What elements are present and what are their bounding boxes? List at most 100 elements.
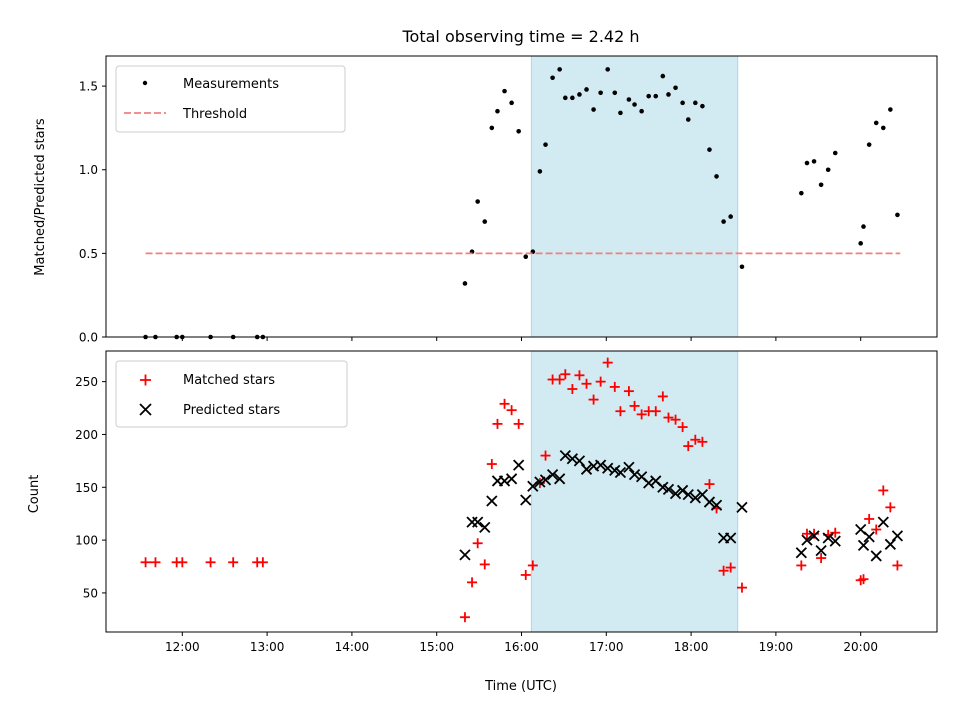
- bot-y-tick-label: 250: [75, 375, 98, 389]
- matched-stars-point: [459, 612, 470, 623]
- measurements-point: [739, 264, 745, 270]
- predicted-stars-point: [527, 480, 539, 492]
- measurements-point: [673, 85, 678, 91]
- predicted-stars-point: [498, 475, 511, 487]
- matched-stars-point: [602, 357, 613, 368]
- matched-stars-point: [878, 485, 889, 496]
- matched-stars-point: [560, 369, 571, 380]
- legend-label-predicted: Predicted stars: [183, 403, 280, 418]
- matched-stars-point: [697, 436, 708, 447]
- matched-stars-point: [479, 559, 490, 570]
- matched-stars-point: [520, 569, 531, 580]
- top-legend-box: [115, 65, 346, 133]
- x-tick-label: 17:00: [589, 640, 624, 654]
- predicted-stars-point: [539, 474, 552, 486]
- matched-stars-point: [472, 538, 483, 549]
- matched-stars-point: [499, 398, 510, 409]
- bot-y-tick-label: 100: [75, 534, 98, 548]
- matched-stars-point: [609, 381, 620, 392]
- x-tick-label: 18:00: [674, 640, 709, 654]
- bottom-y-axis-label: Count: [27, 475, 42, 514]
- predicted-stars-point: [857, 539, 870, 552]
- matched-stars-point: [554, 374, 565, 385]
- matched-stars-point: [177, 557, 188, 568]
- measurements-point: [685, 117, 691, 122]
- legend-label-matched: Matched stars: [183, 373, 275, 388]
- predicted-stars-point: [486, 495, 498, 507]
- legend-marker-measurements: [142, 80, 148, 86]
- measurements-point: [523, 254, 529, 260]
- top-y-tick-label: 1.0: [79, 163, 98, 177]
- matched-stars-point: [650, 406, 661, 417]
- measurements-point: [591, 107, 596, 112]
- measurements-point: [550, 75, 555, 81]
- predicted-stars-point: [736, 501, 748, 513]
- chart-title: Total observing time = 2.42 h: [401, 27, 639, 46]
- bottom-panel: 50 100 150 200 250 12:00 13:00 14:00 15:00 16:00…: [27, 350, 938, 694]
- matched-stars-point: [796, 560, 807, 571]
- bot-y-tick-label: 200: [75, 428, 98, 442]
- measurements-point: [700, 103, 705, 109]
- matched-stars-point: [629, 400, 640, 411]
- predicted-stars-point: [863, 531, 875, 543]
- matched-stars-point: [718, 565, 729, 576]
- measurements-point: [825, 167, 831, 173]
- measurements-point: [693, 100, 698, 106]
- measurements-point: [811, 159, 817, 164]
- measurements-point: [632, 102, 637, 107]
- matched-stars-point: [816, 553, 827, 564]
- measurements-point: [482, 219, 488, 224]
- measurements-point: [858, 241, 863, 246]
- measurements-point: [880, 125, 886, 131]
- predicted-stars-point: [829, 535, 841, 547]
- measurements-point: [509, 100, 514, 106]
- top-y-tick-label: 0.0: [79, 331, 98, 345]
- measurements-point: [895, 212, 900, 218]
- measurements-point: [888, 107, 893, 112]
- x-axis-label: Time (UTC): [484, 679, 557, 694]
- measurements-point: [646, 93, 651, 99]
- matched-stars-point: [636, 409, 647, 420]
- measurements-point: [804, 160, 810, 166]
- legend-marker-matched: [140, 374, 151, 386]
- legend-label-measurements: Measurements: [183, 77, 279, 92]
- matched-stars-point: [513, 418, 524, 429]
- measurements-point: [584, 87, 589, 92]
- x-tick-label: 15:00: [419, 640, 454, 654]
- bottom-legend-box: [115, 360, 348, 428]
- measurements-point: [832, 150, 838, 156]
- measurements-point: [707, 147, 712, 152]
- measurements-point: [462, 281, 468, 286]
- matched-stars-point: [540, 450, 551, 461]
- measurements-point: [502, 88, 507, 94]
- measurements-point: [873, 120, 879, 126]
- measurements-point: [605, 67, 611, 72]
- measurements-point: [626, 97, 632, 102]
- measurements-point: [516, 128, 521, 134]
- predicted-stars-point: [554, 473, 566, 485]
- measurements-point: [543, 142, 548, 147]
- top-legend: Measurements Threshold: [115, 65, 346, 133]
- predicted-stars-point: [669, 487, 682, 500]
- matched-stars-point: [704, 479, 715, 490]
- predicted-stars-point: [822, 532, 834, 544]
- matched-stars-point: [657, 391, 668, 402]
- matched-stars-point: [506, 405, 517, 416]
- predicted-stars-point: [602, 462, 614, 474]
- top-panel: 0.0 0.5 1.0 1.5 Matched/Predicted stars Mea…: [33, 55, 938, 345]
- matched-stars-point: [527, 560, 538, 571]
- predicted-stars-point: [559, 449, 571, 462]
- matched-stars-point: [150, 557, 161, 568]
- matched-stars-point: [683, 441, 694, 452]
- matched-stars-point: [670, 414, 681, 425]
- predicted-stars-point: [505, 473, 518, 485]
- matched-stars-point: [615, 406, 626, 417]
- measurements-point: [489, 125, 495, 131]
- measurements-point: [612, 90, 618, 96]
- measurements-point: [866, 142, 872, 147]
- matched-stars-point: [690, 434, 701, 445]
- predicted-stars-point: [662, 483, 675, 496]
- predicted-stars-point: [623, 461, 635, 473]
- matched-stars-point: [677, 422, 688, 433]
